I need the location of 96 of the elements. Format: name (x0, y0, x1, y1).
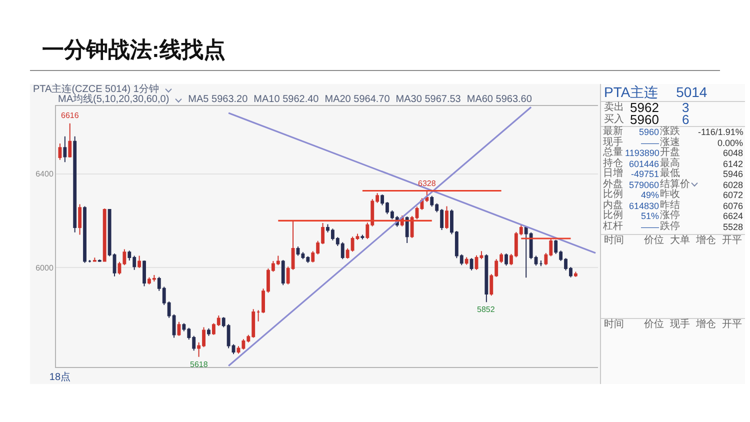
text: 日增 (603, 168, 623, 179)
text: -116/1.91% (698, 127, 744, 137)
text: 现手 (670, 319, 690, 330)
text: 579060 (628, 180, 659, 190)
text: MA20 5964.70 (324, 94, 390, 105)
text: PTA主连 5014 (601, 84, 745, 102)
text: 昨收 (660, 189, 680, 200)
text: 外盘 (603, 178, 623, 190)
text: MA10 5962.40 (254, 94, 319, 105)
chart-title: 一分钟战法:线找点 (42, 37, 226, 63)
text: 5962 (630, 100, 659, 115)
text: 601446 (628, 158, 659, 168)
text: 6142 (722, 158, 743, 168)
text: 6072 (722, 190, 743, 200)
text: 涨速 (660, 136, 680, 148)
text: 3 (682, 100, 690, 115)
text: —— (641, 138, 659, 148)
chart-subtitle: PTA主连(CZCE 5014) 1分钟 (33, 84, 159, 95)
candlestick (68, 122, 72, 158)
candlestick (574, 271, 578, 278)
candlestick (281, 260, 285, 286)
text: 价位 (644, 235, 664, 246)
text: 开平 (722, 319, 742, 330)
text: 时间 (604, 235, 624, 246)
candlestick (484, 254, 488, 303)
text: MA均线(5,10,20,30,60,0) (58, 94, 170, 105)
text: 614830 (628, 200, 659, 210)
text: 0.00% (717, 138, 743, 148)
candlestick (102, 208, 106, 262)
text: 49% (640, 190, 659, 200)
candlestick (445, 206, 448, 230)
text: 最高 (660, 158, 680, 168)
text: 5960 (630, 112, 659, 127)
text: 价位 (644, 319, 664, 330)
candlestick (405, 216, 409, 244)
candlestick (480, 250, 484, 260)
text: 时间 (604, 319, 624, 330)
candlestick (539, 260, 543, 267)
x-tick-label: 18点 (49, 371, 71, 383)
annotation: 5618 (190, 360, 208, 369)
text: 1193890 (625, 148, 660, 158)
text: 涨跌 (660, 126, 680, 137)
text: 买入 (604, 114, 624, 125)
text: 涨停 (660, 210, 680, 221)
candlestick (138, 255, 142, 268)
text: 6076 (722, 200, 743, 210)
text: 杠杆 (603, 220, 623, 232)
candlestick (63, 136, 67, 163)
text: 5960 (638, 127, 659, 137)
text: MA60 5963.60 (466, 94, 532, 105)
text: 6048 (722, 148, 743, 158)
text: 增仓 (696, 235, 716, 246)
text: 内盘 (603, 200, 623, 210)
text: 开平 (722, 235, 742, 246)
text: 持仓 (603, 158, 623, 168)
candlestick (78, 204, 82, 236)
candlestick (504, 252, 508, 266)
text: 开盘 (660, 147, 680, 158)
candlestick (92, 257, 96, 262)
text: 最新 (603, 126, 623, 137)
text: 6028 (722, 180, 743, 190)
text: 现手 (603, 136, 623, 148)
candlestick (207, 328, 210, 336)
text: MA5 5963.20 (188, 94, 248, 105)
text: 6 (682, 112, 690, 127)
annotation: 6616 (61, 111, 80, 120)
text: 6624 (722, 211, 743, 221)
candlestick (256, 310, 260, 322)
annotation: 5852 (477, 305, 496, 314)
text: 5946 (722, 169, 743, 179)
text: -49751 (630, 169, 659, 179)
text: —— (641, 222, 659, 232)
text: 比例 (603, 189, 623, 200)
candlestick (360, 234, 364, 240)
text: 最低 (660, 168, 680, 179)
y-tick-label: 6000 (36, 263, 54, 272)
candlestick (470, 258, 474, 271)
annotation: 6328 (418, 179, 436, 188)
text: 增仓 (696, 319, 716, 330)
text: 比例 (603, 210, 623, 221)
candlestick (88, 260, 92, 263)
candlestick (73, 136, 77, 233)
candlestick (464, 256, 468, 266)
text: 大单 (670, 235, 690, 246)
text: 跌停 (660, 220, 680, 232)
text: 卖出 (604, 102, 624, 113)
text: 总量 (603, 147, 623, 158)
text: 结算价 (660, 178, 690, 190)
candlestick (142, 260, 146, 287)
text: 5528 (722, 222, 743, 232)
candlestick (58, 142, 62, 160)
candlestick (83, 206, 86, 264)
text: 昨结 (660, 200, 680, 210)
text: MA30 5967.53 (396, 94, 461, 105)
y-tick-label: 6400 (36, 170, 54, 179)
text: 51% (640, 211, 659, 221)
